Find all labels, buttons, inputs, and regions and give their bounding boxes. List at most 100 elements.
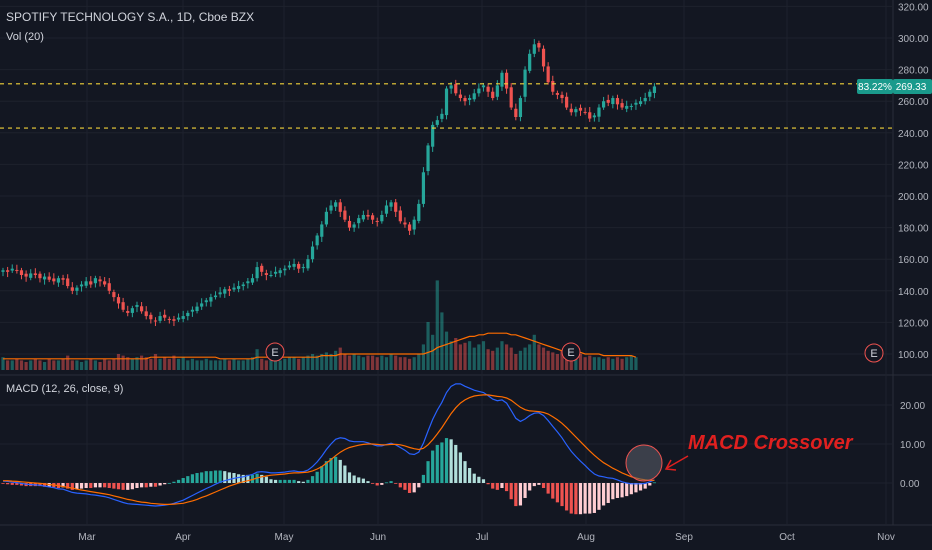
macd-axis[interactable]: 0.00 10.00 20.00 [900, 401, 925, 490]
candle-body [15, 269, 19, 271]
volume-bar [250, 357, 255, 370]
candle-body [463, 98, 467, 102]
price-tick-label: 180.00 [898, 224, 929, 235]
histogram-bar [560, 483, 564, 507]
volume-bar [153, 354, 158, 370]
histogram-bar [15, 483, 19, 485]
volume-bar [241, 360, 245, 370]
price-tick-label: 100.00 [898, 350, 929, 361]
volume-bar [514, 354, 518, 370]
volume-bar [389, 354, 393, 370]
candle-body [334, 202, 338, 207]
volume-bar [255, 349, 259, 370]
candle-body [347, 220, 352, 228]
volume-bar [463, 342, 467, 370]
annotation-text: MACD Crossover [688, 432, 854, 454]
histogram-bar [176, 479, 181, 483]
volume-bar [481, 341, 486, 370]
volume-bar [477, 344, 481, 370]
volume-bar [269, 358, 273, 370]
price-tick-label: 280.00 [898, 66, 929, 77]
candle-body [135, 305, 139, 307]
candle-body [565, 96, 569, 108]
histogram-bar [592, 483, 596, 513]
volume-bar [19, 360, 24, 370]
volume-bar [283, 358, 287, 370]
volume-bar [61, 358, 65, 370]
earnings-marker[interactable]: E [561, 342, 581, 362]
candle-body [500, 72, 504, 87]
volume-bar [278, 360, 282, 370]
volume-bar [541, 347, 546, 370]
histogram-bar [495, 483, 499, 490]
volume-bar [569, 355, 573, 370]
candle-body [426, 145, 430, 172]
volume-bar [144, 357, 148, 370]
histogram-bar [200, 472, 204, 483]
candle-body [61, 278, 65, 280]
histogram-bar [444, 438, 449, 483]
candle-body [528, 53, 532, 71]
histogram-bar [569, 483, 573, 514]
histogram-bar [121, 483, 125, 490]
histogram-bar [89, 483, 93, 488]
volume-bar [84, 360, 88, 370]
volume-bar [218, 360, 222, 370]
histogram-bar [504, 483, 509, 492]
histogram-bar [283, 479, 287, 483]
month-tick-label: Oct [779, 532, 795, 543]
volume-bar [130, 358, 134, 370]
svg-text:E: E [870, 348, 877, 360]
annotation-arrowhead [664, 459, 677, 471]
volume-bar [412, 357, 416, 370]
price-tick-label: 140.00 [898, 287, 929, 298]
price-tick-label: 300.00 [898, 34, 929, 45]
candle-body [112, 292, 116, 298]
macd-tick-label: 20.00 [900, 401, 925, 412]
earnings-marker[interactable]: E [864, 343, 884, 363]
candle-body [287, 265, 292, 268]
volume-bar [421, 344, 426, 370]
last-price-tag[interactable]: 83.22% 269.33 [857, 79, 932, 94]
earnings-marker[interactable]: E [265, 342, 285, 362]
candle-body [468, 98, 472, 100]
candle-body [486, 86, 490, 92]
histogram-bar [509, 483, 513, 500]
candle-body [560, 94, 564, 99]
candle-body [227, 289, 231, 291]
candle-body [592, 115, 596, 118]
histogram-bar [167, 483, 171, 484]
candle-body [56, 278, 61, 283]
candle-body [606, 99, 610, 103]
candle-body [477, 88, 481, 94]
volume-bar [42, 362, 47, 370]
histogram-bar [278, 479, 282, 483]
time-axis[interactable]: Mar Apr May Jun Jul Aug Sep Oct Nov [78, 532, 895, 543]
histogram-bar [227, 472, 231, 483]
volume-bar [528, 344, 532, 370]
histogram-bar [273, 479, 278, 483]
histogram-bar [449, 439, 453, 483]
volume-bar [371, 355, 375, 370]
histogram-bar [10, 483, 14, 485]
volume-bar [602, 358, 606, 370]
volume-bar [315, 355, 319, 370]
volume-bar [126, 357, 130, 370]
candle-body [472, 93, 476, 100]
volume-bar [227, 360, 231, 370]
candle-body [237, 286, 241, 289]
histogram-bar [546, 483, 550, 494]
histogram-bar [500, 483, 504, 488]
price-tick-label: 320.00 [898, 2, 929, 13]
histogram-bar [491, 483, 495, 489]
histogram-bar [366, 481, 370, 483]
histogram-bar [181, 478, 185, 483]
volume-bar [551, 352, 555, 370]
price-axis[interactable]: 100.00 120.00 140.00 160.00 180.00 200.00 220.… [898, 2, 929, 361]
candle-body [491, 91, 495, 99]
histogram-bar [163, 483, 167, 485]
candle-body [361, 214, 365, 220]
histogram-bar [412, 483, 416, 493]
macd-indicator-label: MACD (12, 26, close, 9) [6, 383, 123, 395]
